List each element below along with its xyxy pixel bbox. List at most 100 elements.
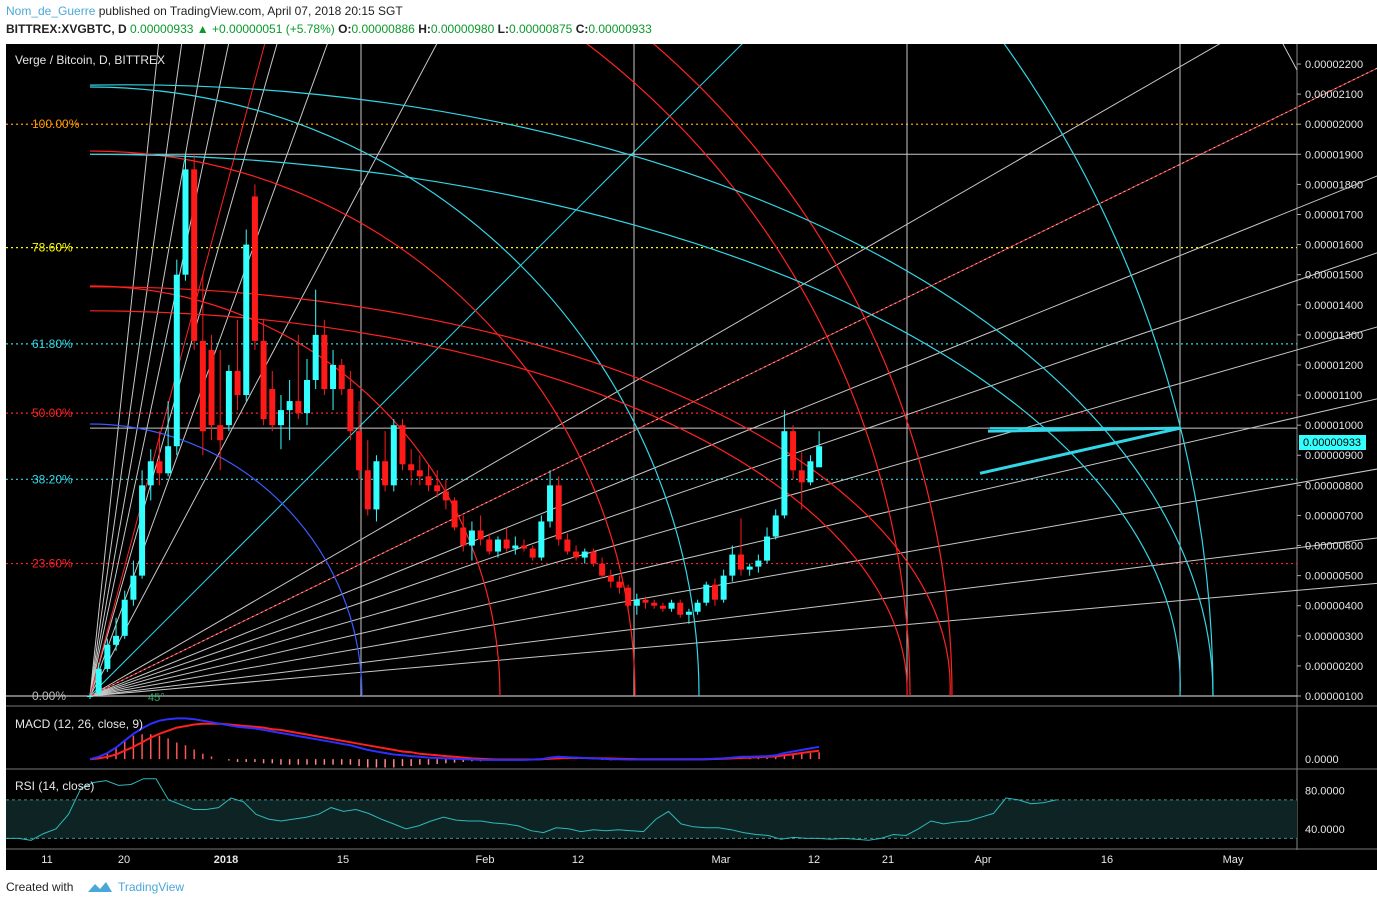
candle-body bbox=[156, 461, 163, 474]
price-tick-label: 0.00000400 bbox=[1305, 601, 1363, 613]
candle-body bbox=[798, 470, 805, 483]
candle-body bbox=[330, 364, 337, 390]
candle-body bbox=[95, 668, 102, 693]
high-value: 0.00000980 bbox=[430, 22, 495, 36]
time-tick-label: 20 bbox=[118, 854, 130, 866]
candle-body bbox=[408, 464, 415, 471]
candle-body bbox=[460, 527, 467, 546]
last-price-tag: 0.00000933 bbox=[1299, 435, 1366, 450]
price-tick-label: 0.00001400 bbox=[1305, 300, 1363, 312]
chart-canvas[interactable]: 100.00% 78.60% 61.80% 50.00% 38.20% 23.60% 0.0… bbox=[0, 44, 1377, 870]
fib-level-label: 23.60% bbox=[32, 557, 73, 571]
candle-body bbox=[199, 340, 206, 432]
price-tick-label: 0.00001300 bbox=[1305, 330, 1363, 342]
price-tick-label: 0.00001200 bbox=[1305, 360, 1363, 372]
rsi-pane: 80.0000 40.0000 bbox=[6, 778, 1345, 841]
gann-arc-blue bbox=[89, 423, 363, 697]
footer: Created with TradingView bbox=[0, 870, 1377, 905]
candle-body bbox=[442, 491, 449, 501]
candle-body bbox=[807, 461, 814, 483]
candle-body bbox=[477, 530, 484, 540]
candle-body bbox=[486, 539, 493, 552]
candle-body bbox=[668, 602, 675, 609]
grid-layer bbox=[6, 44, 1377, 850]
price-tick-label: 0.00000200 bbox=[1305, 661, 1363, 673]
gann-edge-line bbox=[1282, 44, 1298, 71]
price-tick-label: 0.00000700 bbox=[1305, 510, 1363, 522]
angle-label: 45° bbox=[148, 692, 165, 704]
candle-body bbox=[494, 539, 501, 552]
time-tick-label: 11 bbox=[41, 854, 52, 866]
candle-body bbox=[434, 485, 441, 492]
candle-body bbox=[503, 539, 510, 549]
candle-body bbox=[711, 584, 718, 600]
candle-body bbox=[373, 461, 380, 510]
price-tick-label: 0.00001900 bbox=[1305, 149, 1363, 161]
candle-body bbox=[260, 340, 267, 420]
candle-body bbox=[121, 599, 128, 636]
candle-body bbox=[312, 334, 319, 381]
gann-fan-line-grey bbox=[89, 44, 438, 697]
close-label: C: bbox=[575, 22, 589, 36]
fib-level-label: 50.00% bbox=[32, 406, 73, 420]
price-tick-label: 0.00000100 bbox=[1305, 691, 1363, 703]
price-tick-label: 0.00000600 bbox=[1305, 541, 1363, 553]
gann-fan-line-cyan bbox=[89, 44, 743, 697]
price-change: +0.00000051 (+5.78%) bbox=[212, 22, 335, 36]
candle-body bbox=[425, 476, 432, 486]
candle-body bbox=[225, 370, 232, 426]
candle-body bbox=[547, 485, 554, 522]
gann-arc-red bbox=[89, 286, 951, 697]
time-tick-label: 15 bbox=[337, 854, 349, 866]
candle-body bbox=[590, 551, 597, 564]
gann-fan-line-grey bbox=[89, 44, 206, 697]
macd-label: MACD (12, 26, close, 9) bbox=[15, 717, 143, 731]
candle-body bbox=[642, 599, 649, 603]
candle-body bbox=[251, 196, 258, 341]
low-label: L: bbox=[497, 22, 509, 36]
author-link[interactable]: Nom_de_Guerre bbox=[6, 4, 96, 18]
candle-body bbox=[521, 545, 527, 549]
price-tick-label: 0.00001800 bbox=[1305, 179, 1363, 191]
candle-body bbox=[651, 602, 658, 606]
gann-fan-line-grey bbox=[89, 44, 278, 697]
gann-fan-line-grey bbox=[89, 582, 1377, 697]
candle-body bbox=[191, 169, 198, 341]
time-tick-label: 12 bbox=[808, 854, 820, 866]
time-axis[interactable]: 11 20 2018 15 Feb 12 Mar 12 21 Apr 16 May bbox=[41, 854, 1244, 866]
tradingview-link[interactable]: TradingView bbox=[118, 880, 185, 894]
price-axis[interactable]: 0.00002200 0.00002100 0.00002000 0.00001900… bbox=[1297, 59, 1363, 703]
candle-body bbox=[139, 485, 146, 576]
candle-body bbox=[607, 575, 614, 582]
chart-title: Verge / Bitcoin, D, BITTREX bbox=[15, 53, 165, 67]
tradingview-logo-icon[interactable] bbox=[87, 879, 113, 895]
gann-arc-cyan bbox=[1003, 44, 1214, 697]
gann-fan-line-grey bbox=[89, 175, 1377, 697]
candle-body bbox=[382, 461, 389, 486]
fib-retracement-layer: 100.00% 78.60% 61.80% 50.00% 38.20% 23.60% 0.0… bbox=[6, 117, 1297, 703]
candle-body bbox=[338, 364, 345, 390]
open-value: 0.00000886 bbox=[351, 22, 415, 36]
price-tick-label: 0.00001700 bbox=[1305, 209, 1363, 221]
gann-fan-line-grey bbox=[89, 44, 183, 697]
created-with-text: Created with bbox=[6, 880, 74, 894]
open-label: O: bbox=[338, 22, 352, 36]
fib-level-label: 38.20% bbox=[32, 472, 73, 486]
candle-body bbox=[573, 551, 580, 558]
symbol-label: BITTREX:XVGBTC, D bbox=[6, 22, 127, 36]
candle-body bbox=[729, 554, 736, 576]
rsi-label: RSI (14, close) bbox=[15, 779, 94, 793]
candle-body bbox=[468, 530, 475, 546]
gann-fan-line-grey bbox=[89, 468, 1377, 697]
time-tick-label: 12 bbox=[572, 854, 584, 866]
candle-body bbox=[677, 602, 684, 615]
low-value: 0.00000875 bbox=[508, 22, 573, 36]
candle-body bbox=[87, 696, 93, 697]
candle-body bbox=[286, 401, 293, 411]
gann-drawing-layer bbox=[89, 44, 1377, 697]
price-tick-label: 0.00000800 bbox=[1305, 480, 1363, 492]
gann-fan-line-grey bbox=[89, 326, 1377, 697]
candle-body bbox=[399, 425, 406, 465]
candle-body bbox=[616, 581, 623, 588]
candle-body bbox=[147, 461, 154, 486]
